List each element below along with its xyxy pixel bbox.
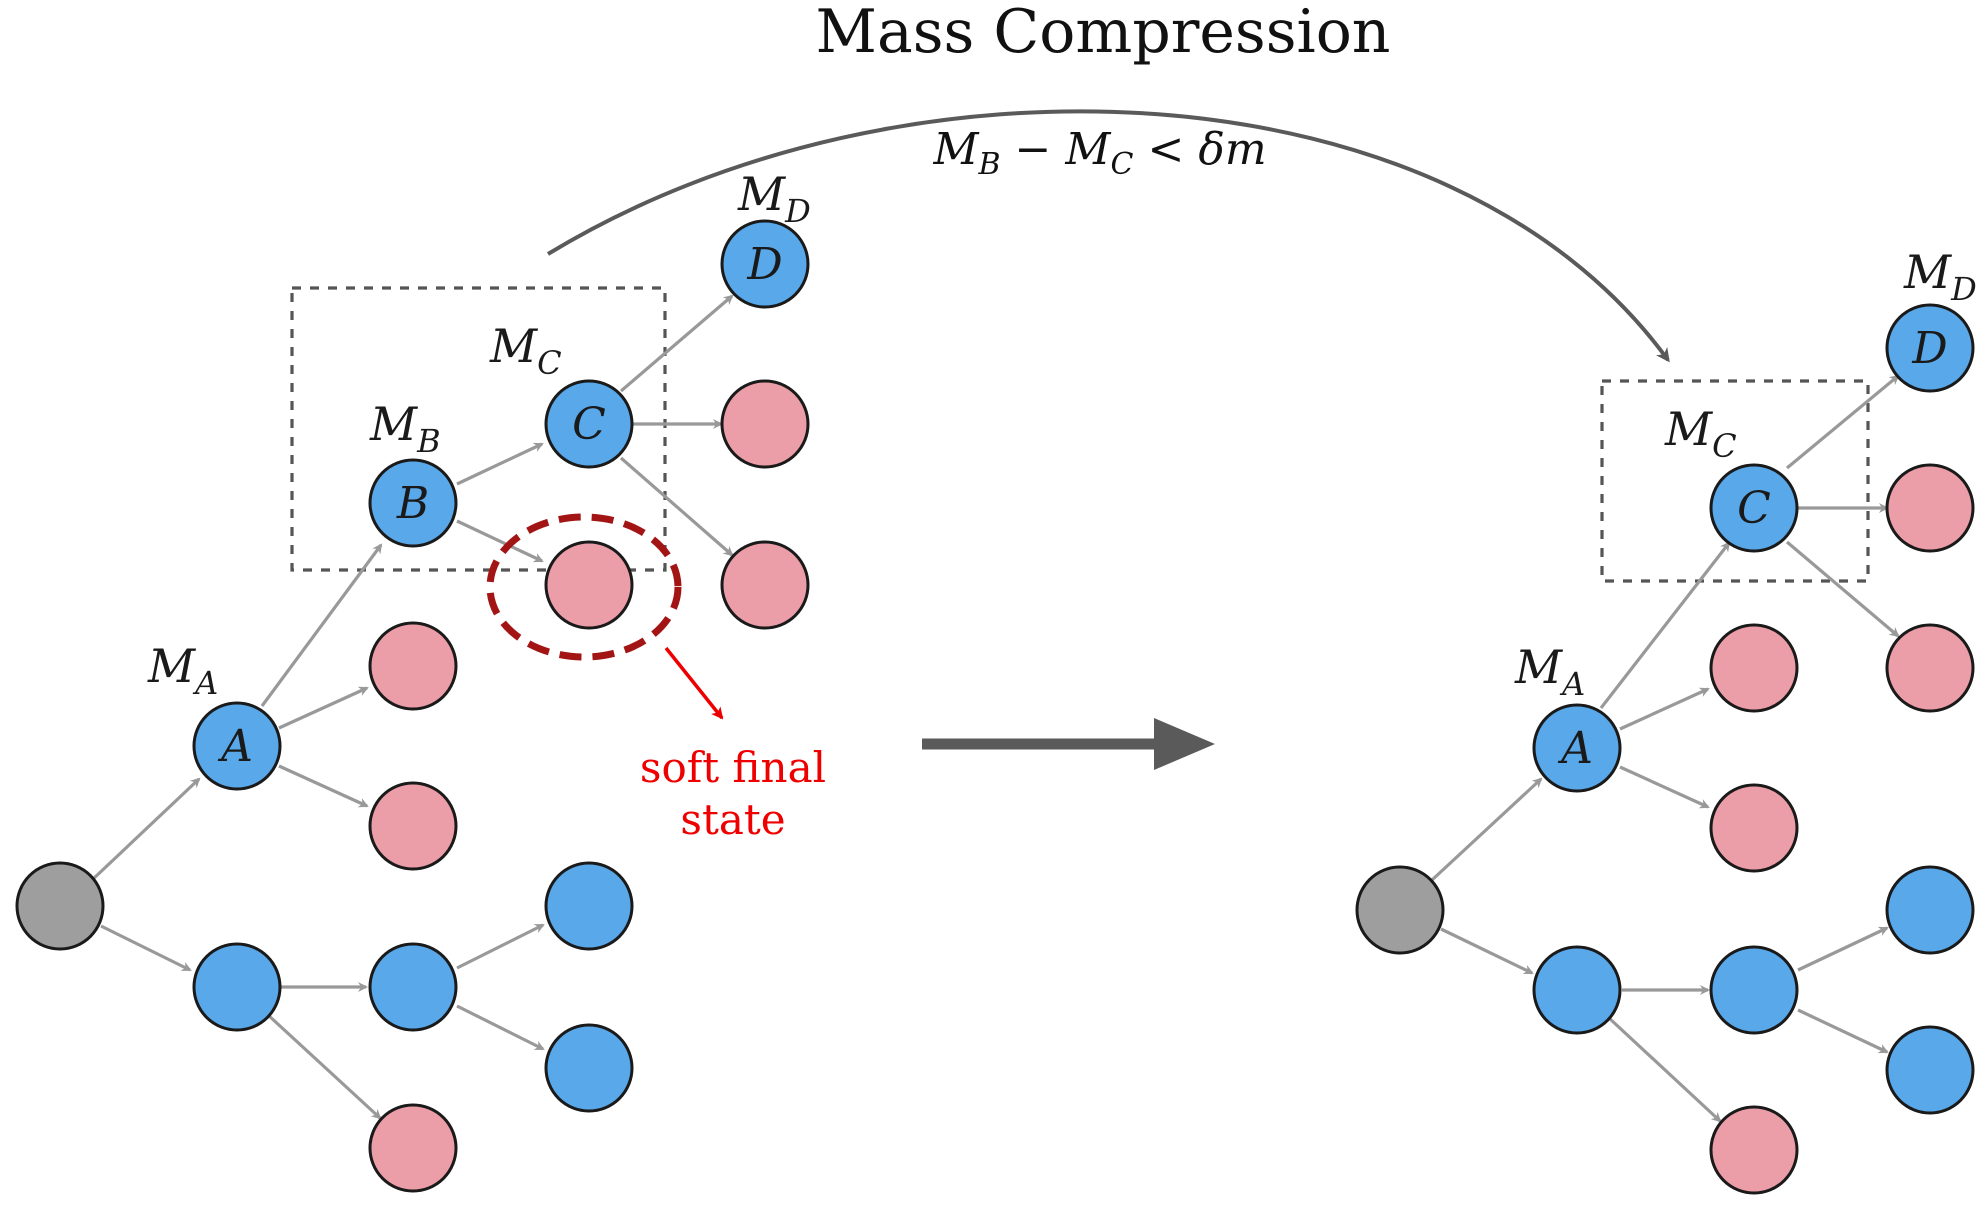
left-selection-box: [290, 286, 667, 572]
right-node-p2: [1709, 945, 1799, 1035]
right-edge-c-d: [1785, 374, 1900, 470]
left-node-p2: [368, 942, 458, 1032]
left-node-d: [720, 219, 810, 309]
right-tree: A C D MA MC MD: [1355, 245, 1977, 1195]
left-soft-node-c2: [720, 540, 810, 630]
right-node-d-label: D: [1911, 323, 1947, 374]
left-soft-node-a2: [368, 781, 458, 871]
right-edge-a-s1: [1619, 687, 1710, 731]
left-mass-label-d: MD: [737, 167, 811, 230]
left-node-c-label: C: [572, 399, 606, 450]
left-node-b-label: B: [396, 478, 429, 529]
left-node-p3: [544, 861, 634, 951]
left-edge-p2-p4: [456, 1004, 545, 1051]
left-soft-node-a1: [368, 621, 458, 711]
left-node-c: [544, 379, 634, 469]
right-node-p1: [1532, 945, 1622, 1035]
left-edge-b-soft: [456, 519, 544, 563]
left-node-p4: [544, 1023, 634, 1113]
left-node-a: [192, 701, 282, 791]
left-edge-a-s2: [278, 764, 369, 808]
right-edge-p2-p4: [1797, 1008, 1889, 1054]
left-edge-b-c: [456, 442, 544, 486]
transform-arrow-head: [1154, 718, 1215, 770]
right-node-c-label: C: [1737, 483, 1771, 534]
left-edge-p2-p3: [456, 923, 545, 970]
right-edge-root-a: [1430, 777, 1543, 882]
right-node-p3: [1885, 865, 1975, 955]
soft-final-state-highlight: [486, 513, 682, 661]
right-soft-node-a1: [1709, 623, 1799, 713]
left-tree: A B C D MA MB MC MD soft final state: [15, 167, 826, 1193]
diagram-title: Mass Compression: [816, 0, 1391, 67]
right-soft-node-p1: [1709, 1105, 1799, 1195]
left-node-d-label: D: [746, 239, 782, 290]
left-edge-a-b: [260, 543, 383, 707]
left-mass-label-b: MB: [369, 397, 441, 460]
soft-final-state-label: soft final state: [640, 743, 826, 844]
right-root-node: [1355, 865, 1445, 955]
right-edge-a-c: [1599, 541, 1731, 709]
compression-condition: MB − MC < δm: [932, 124, 1266, 182]
left-edge-a-s1: [278, 686, 369, 730]
right-soft-node-a2: [1709, 783, 1799, 873]
left-edge-root-p1: [100, 924, 192, 972]
left-node-b: [368, 458, 458, 548]
right-node-c: [1709, 463, 1799, 553]
right-node-a-label: A: [1557, 723, 1593, 774]
right-node-d: [1885, 303, 1975, 393]
left-node-p1: [192, 942, 282, 1032]
right-soft-node-c1: [1885, 463, 1975, 553]
left-mass-label-c: MC: [489, 319, 562, 382]
left-soft-node-c1: [720, 379, 810, 469]
right-node-a: [1532, 703, 1622, 793]
right-edge-p2-p3: [1797, 926, 1889, 972]
left-root-node: [15, 861, 105, 951]
left-edge-c-s2: [619, 456, 734, 557]
right-soft-node-c2: [1885, 623, 1975, 713]
left-soft-node-b: [544, 540, 634, 630]
left-edge-p1-s3: [266, 1013, 382, 1120]
right-edge-root-p1: [1440, 927, 1534, 975]
right-mass-label-c: MC: [1664, 402, 1737, 465]
left-edge-root-a: [90, 777, 201, 882]
right-edge-a-s2: [1619, 765, 1710, 809]
soft-final-state-pointer: [664, 646, 724, 720]
left-edge-c-d: [619, 294, 734, 393]
right-mass-label-a: MA: [1514, 640, 1585, 703]
left-soft-node-p1: [368, 1103, 458, 1193]
left-mass-label-a: MA: [147, 639, 218, 702]
right-selection-box: [1600, 379, 1870, 583]
right-edge-p1-s3: [1607, 1016, 1722, 1123]
compression-curve-arrow: [546, 109, 1670, 363]
right-node-p4: [1885, 1025, 1975, 1115]
right-mass-label-d: MD: [1903, 245, 1977, 308]
left-node-a-label: A: [217, 721, 253, 772]
right-edge-c-s2: [1785, 540, 1900, 638]
